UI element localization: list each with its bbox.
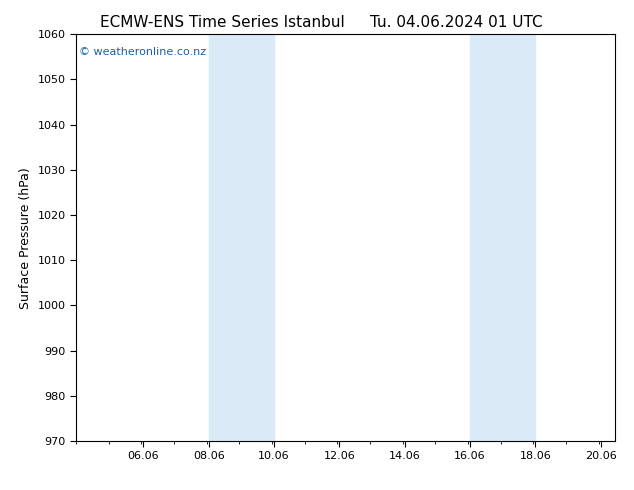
Bar <box>470 34 535 441</box>
Text: Tu. 04.06.2024 01 UTC: Tu. 04.06.2024 01 UTC <box>370 15 543 30</box>
Y-axis label: Surface Pressure (hPa): Surface Pressure (hPa) <box>19 167 32 309</box>
Bar <box>209 34 274 441</box>
Text: ECMW-ENS Time Series Istanbul: ECMW-ENS Time Series Istanbul <box>100 15 344 30</box>
Text: © weatheronline.co.nz: © weatheronline.co.nz <box>79 47 206 56</box>
